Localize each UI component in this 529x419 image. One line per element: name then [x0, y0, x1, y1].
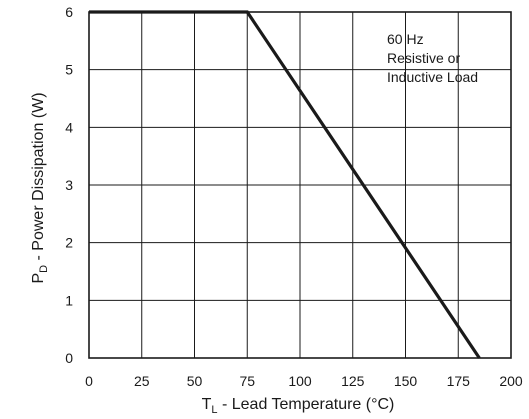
y-tick-labels: 0 1 2 3 4 5 6: [65, 4, 73, 366]
x-tick-label: 25: [134, 373, 150, 389]
x-tick-label: 100: [288, 373, 312, 389]
y-tick-label: 2: [65, 235, 73, 251]
y-tick-label: 3: [65, 177, 73, 193]
series-line-power-dissipation: [89, 10, 481, 359]
y-axis-label: PD - Power Dissipation (W): [30, 92, 50, 283]
x-tick-label: 125: [341, 373, 365, 389]
x-tick-label: 200: [499, 373, 523, 389]
chart-annotation: 60 Hz Resistive or Inductive Load: [387, 31, 478, 85]
y-tick-label: 5: [65, 62, 73, 78]
x-tick-labels: 0 25 50 75 100 125 150 175 200: [85, 373, 523, 389]
annotation-line-3: Inductive Load: [387, 69, 478, 85]
x-tick-label: 75: [239, 373, 255, 389]
grid-lines: [88, 11, 512, 359]
x-tick-label: 0: [85, 373, 93, 389]
x-axis-label: TL - Lead Temperature (°C): [202, 396, 395, 416]
x-tick-label: 175: [447, 373, 471, 389]
x-tick-label: 50: [187, 373, 203, 389]
y-tick-label: 4: [65, 119, 73, 135]
y-tick-label: 0: [65, 350, 73, 366]
y-tick-label: 6: [65, 4, 73, 20]
annotation-line-1: 60 Hz: [387, 31, 424, 47]
annotation-line-2: Resistive or: [387, 50, 460, 66]
x-tick-label: 150: [394, 373, 418, 389]
y-tick-label: 1: [65, 292, 73, 308]
plot-frame: [88, 11, 512, 359]
